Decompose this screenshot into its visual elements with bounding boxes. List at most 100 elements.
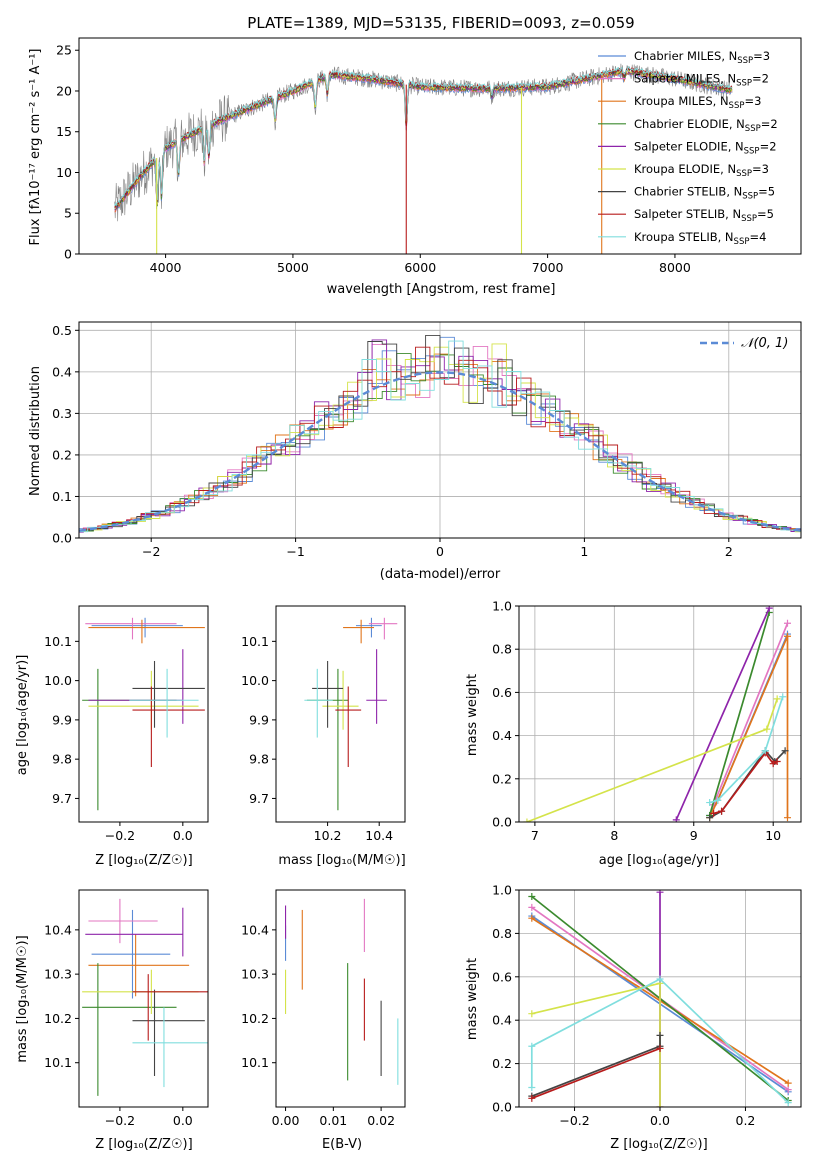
weight-marker xyxy=(656,890,664,896)
weight-vs-age-panel: age [log₁₀(age/yr)] mass weight xyxy=(465,674,719,868)
residuals-xlabel: (data-model)/error xyxy=(380,567,501,582)
errorbar-kroupa-miles xyxy=(88,619,205,644)
weight-vs-age-ytick-label: 1.0 xyxy=(492,599,512,614)
age-vs-mass-xlabel: mass [log₁₀(M/M☉)] xyxy=(278,853,405,868)
legend-entry: Chabrier MILES, NSSP=3 xyxy=(634,49,770,66)
errorbar-kroupa-stelib xyxy=(129,668,199,738)
residuals-xtick-label: 0 xyxy=(436,544,444,559)
weight-marker xyxy=(783,814,791,822)
residuals-legend-label: 𝒩(0, 1) xyxy=(741,336,788,351)
residuals-ytick-label: 0.4 xyxy=(52,364,72,379)
mass-vs-ebv-xtick-label: 0.01 xyxy=(319,1113,347,1128)
residuals-xtick-label: 1 xyxy=(580,544,588,559)
residuals-frame xyxy=(78,321,802,539)
mass-vs-ebv-xtick-label: 0.00 xyxy=(272,1113,300,1128)
weight-marker xyxy=(528,1042,536,1050)
spectrum-xtick-label: 5000 xyxy=(277,260,309,275)
weight-marker xyxy=(656,975,664,983)
errorbar-chabrier-stelib xyxy=(132,660,205,728)
weight-vs-age-ytick-label: 0.2 xyxy=(492,771,512,786)
spectrum-frame xyxy=(78,37,802,255)
legend-subscript: SSP xyxy=(742,192,758,202)
weight-vs-Z-axes: −0.2 0.0 0.2 0.0 0.2 0.4 0.6 0.8 1.0 xyxy=(492,883,801,1128)
legend-entry: Salpeter ELODIE, NSSP=2 xyxy=(634,139,777,156)
legend-value: =5 xyxy=(757,207,774,221)
legend-value: =3 xyxy=(744,94,761,108)
weight-vs-Z-ytick-label: 0.8 xyxy=(492,926,512,941)
mass-vs-Z-xlabel: Z [log₁₀(Z/Z☉)] xyxy=(95,1137,192,1152)
errorbar-salpeter-miles xyxy=(88,898,158,944)
residuals-xtick-label: −1 xyxy=(286,544,304,559)
legend-entry: Salpeter MILES, NSSP=2 xyxy=(634,72,769,89)
spectrum-ylabel: Flux [fλ10⁻¹⁷ erg cm⁻² s⁻¹ A⁻¹] xyxy=(28,49,43,246)
weight-vs-age-axes: 7 8 9 10 0.0 0.2 0.4 0.6 0.8 1.0 xyxy=(492,599,801,843)
model-spectrum-salpeter-stelib xyxy=(114,66,733,208)
spectrum-ytick-label: 25 xyxy=(56,43,72,58)
residuals-ytick-label: 0.5 xyxy=(52,323,72,338)
errorbar-chabrier-elodie xyxy=(82,963,177,1096)
legend-value: =2 xyxy=(760,139,777,153)
residuals-ytick-label: 0.3 xyxy=(52,406,72,421)
mass-vs-ebv-ytick-label: 10.4 xyxy=(241,922,269,937)
age-vs-Z-ylabel: age [log₁₀(age/yr)] xyxy=(15,655,30,776)
spectrum-ytick-label: 15 xyxy=(56,124,72,139)
spectrum-xtick-label: 8000 xyxy=(659,260,691,275)
age-vs-mass-ytick-label: 9.9 xyxy=(249,712,269,727)
age-vs-mass-axes: 10.2 10.4 9.7 9.8 9.9 10.0 10.1 xyxy=(241,634,393,843)
weight-marker xyxy=(784,1079,792,1087)
errorbar-chabrier-miles xyxy=(91,909,171,999)
weight-vs-age-xlabel: age [log₁₀(age/yr)] xyxy=(599,853,720,868)
legend-subscript: SSP xyxy=(741,214,757,224)
weight-marker xyxy=(672,816,680,822)
mass-vs-Z-ytick-label: 10.2 xyxy=(44,1011,72,1026)
weight-vs-Z-ylabel: mass weight xyxy=(465,958,480,1040)
weight-marker xyxy=(706,799,714,807)
weight-vs-age-frame xyxy=(518,605,802,823)
spectrum-legend: Chabrier MILES, NSSP=3 Salpeter MILES, NS… xyxy=(598,49,778,247)
spectrum-panel: wavelength [Angstrom, rest frame] Flux [… xyxy=(28,49,555,298)
weight-marker xyxy=(528,1094,536,1102)
spectrum-axes: 4000 5000 6000 7000 8000 0 5 10 15 20 25 xyxy=(56,43,691,275)
errorbar-chabrier-stelib xyxy=(132,989,205,1076)
age-vs-mass-ytick-label: 9.8 xyxy=(249,752,269,767)
errorbar-chabrier-elodie xyxy=(82,668,177,811)
weight-line-salpeter-stelib xyxy=(531,1047,661,1100)
weight-vs-Z-xtick-label: 0.2 xyxy=(736,1113,756,1128)
residuals-panel: (data-model)/error Normed distribution xyxy=(28,366,501,582)
residuals-legend: 𝒩(0, 1) xyxy=(700,336,788,351)
spectrum-title: PLATE=1389, MJD=53135, FIBERID=0093, z=0… xyxy=(247,14,634,32)
errorbar-kroupa-stelib xyxy=(304,668,333,738)
age-vs-Z-xlabel: Z [log₁₀(Z/Z☉)] xyxy=(95,853,192,868)
weight-marker xyxy=(528,893,536,901)
legend-value: =3 xyxy=(753,49,770,63)
legend-value: =4 xyxy=(749,230,766,244)
spectrum-xtick-label: 6000 xyxy=(404,260,436,275)
age-vs-mass-ytick-label: 9.7 xyxy=(249,791,269,806)
mass-vs-ebv-xtick-label: 0.02 xyxy=(367,1113,395,1128)
legend-entry: Kroupa MILES, NSSP=3 xyxy=(634,94,761,111)
mass-vs-Z-frame xyxy=(78,889,209,1108)
age-vs-Z-axes: −0.2 0.0 9.7 9.8 9.9 10.0 10.1 xyxy=(44,634,193,843)
weight-marker xyxy=(528,1083,536,1091)
errorbar-salpeter-elodie xyxy=(366,649,387,724)
mass-vs-Z-panel: Z [log₁₀(Z/Z☉)] mass [log₁₀(M/M☉)] xyxy=(15,935,193,1152)
legend-subscript: SSP xyxy=(734,237,750,247)
weight-marker xyxy=(714,796,722,804)
weight-marker xyxy=(783,619,791,627)
residuals-ylabel: Normed distribution xyxy=(28,366,43,496)
weight-marker xyxy=(763,725,771,733)
weight-vs-Z-xlabel: Z [log₁₀(Z/Z☉)] xyxy=(610,1137,707,1152)
mass-vs-ebv-axes: 0.00 0.01 0.02 10.1 10.2 10.3 10.4 xyxy=(241,922,395,1128)
legend-subscript: SSP xyxy=(736,79,752,89)
weight-marker xyxy=(779,693,787,701)
age-vs-mass-xtick-label: 10.4 xyxy=(365,828,393,843)
mass-vs-Z-ytick-label: 10.1 xyxy=(44,1055,72,1070)
mass-vs-ebv-ytick-label: 10.2 xyxy=(241,1011,269,1026)
legend-subscript: SSP xyxy=(745,124,761,134)
weight-vs-age-ytick-label: 0.0 xyxy=(492,815,512,830)
errorbar-salpeter-stelib xyxy=(132,974,208,1041)
mass-vs-ebv-ytick-label: 10.1 xyxy=(241,1055,269,1070)
weight-vs-age-xtick-label: 8 xyxy=(610,828,618,843)
spectrum-xtick-label: 7000 xyxy=(532,260,564,275)
